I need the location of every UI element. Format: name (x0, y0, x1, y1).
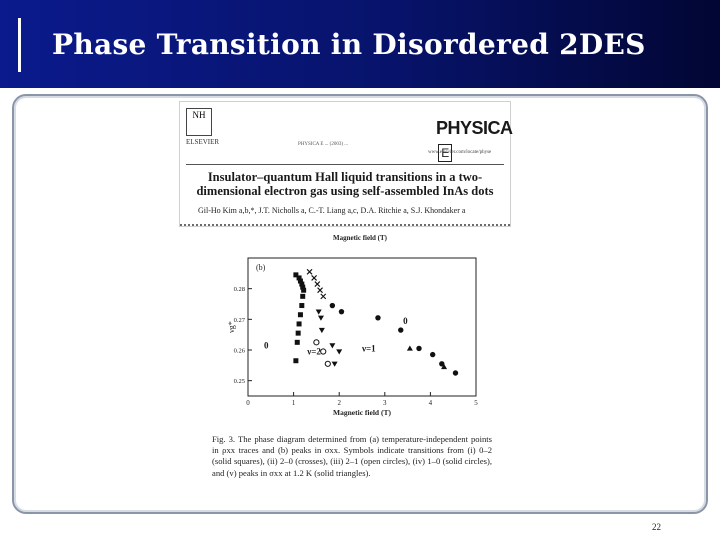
data-point-circle-filled (429, 351, 436, 358)
paper-authors: Gil-Ho Kim a,b,*, J.T. Nicholls a, C.-T.… (198, 206, 466, 215)
data-point-triangle-down-filled (336, 349, 343, 355)
data-point-cross (311, 275, 318, 281)
y-tick-label: 0.28 (234, 286, 245, 293)
phase-region-label: 0 (403, 316, 408, 326)
data-point-triangle-up-filled (406, 345, 413, 351)
data-point-circle-filled (452, 370, 459, 376)
upper-panel-xlabel: Magnetic field (T) (332, 234, 388, 242)
journal-logo-text: PHYSICA (436, 118, 513, 138)
paper-header-image: NH ELSEVIER PHYSICA E ... (2003) ... PHY… (180, 102, 513, 226)
data-point-circle-open (320, 348, 327, 355)
y-tick-label: 0.25 (234, 378, 245, 385)
publisher-name: ELSEVIER (186, 138, 220, 146)
data-point-circle-filled (439, 361, 445, 367)
data-point-circle-open (313, 339, 320, 346)
x-tick-label: 1 (292, 399, 296, 407)
x-tick-label: 0 (246, 399, 250, 407)
data-point-triangle-up-filled (441, 363, 448, 370)
data-point-square-filled (299, 281, 305, 287)
journal-logo: PHYSICA E (436, 118, 513, 162)
data-point-triangle-down-filled (318, 327, 325, 334)
data-point-triangle-down-filled (331, 361, 338, 367)
data-point-triangle-down-filled (315, 309, 322, 315)
data-point-cross (306, 268, 313, 275)
figure-caption: Fig. 3. The phase diagram determined fro… (212, 434, 492, 478)
data-point-square-filled (295, 330, 301, 336)
x-tick-label: 5 (474, 399, 478, 407)
data-point-square-filled (300, 284, 306, 290)
data-point-circle-filled (338, 308, 345, 315)
data-point-square-filled (296, 275, 302, 281)
y-tick-label: 0.27 (234, 317, 246, 324)
phase-region-label: ν=1 (361, 344, 376, 354)
data-point-triangle-down-filled (317, 315, 324, 321)
data-point-circle-filled (329, 302, 336, 309)
data-point-square-filled (297, 278, 303, 284)
content-frame (12, 94, 708, 514)
data-point-cross (317, 287, 323, 294)
y-axis-label: νg* (228, 321, 236, 333)
journal-reference: PHYSICA E ... (2003) ... (298, 142, 349, 147)
data-point-square-filled (293, 358, 299, 364)
data-point-square-filled (297, 312, 303, 318)
data-point-square-filled (293, 272, 299, 278)
data-point-square-filled (299, 303, 305, 309)
plot-frame (247, 257, 477, 397)
data-point-square-filled (296, 321, 302, 327)
page-number: 22 (652, 522, 661, 532)
x-tick-label: 4 (429, 399, 433, 407)
journal-logo-letter: E (438, 144, 452, 162)
title-bar: Phase Transition in Disordered 2DES (0, 0, 720, 88)
phase-region-label: 0 (264, 340, 269, 350)
x-axis-label: Magnetic field (T) (333, 408, 391, 417)
slide-title: Phase Transition in Disordered 2DES (52, 28, 646, 61)
journal-url: www.elsevier.com/locate/physe (428, 150, 492, 155)
publisher-logo: NH (186, 108, 212, 136)
data-point-square-filled (301, 287, 307, 293)
title-accent-bar (18, 18, 21, 72)
data-point-cross (314, 281, 321, 287)
data-point-square-filled (300, 293, 306, 299)
data-point-square-filled (294, 339, 300, 345)
y-tick-label: 0.26 (234, 348, 246, 355)
data-point-circle-filled (416, 345, 422, 352)
x-tick-label: 2 (337, 399, 341, 407)
data-point-circle-filled (375, 315, 381, 321)
data-point-circle-filled (398, 327, 404, 333)
panel-label: (b) (256, 263, 266, 272)
phase-region-label: ν=2 (306, 347, 321, 357)
data-point-triangle-down-filled (329, 343, 336, 349)
phase-diagram-chart: 0 1 2 3 4 5 0.25 0.26 0.27 0.28 Magnetic field (T)… (228, 257, 478, 417)
data-point-circle-open (324, 360, 331, 367)
x-tick-label: 3 (383, 399, 387, 407)
data-point-cross (320, 293, 327, 300)
paper-title: Insulator–quantum Hall liquid transition… (196, 170, 494, 198)
paper-divider (186, 164, 504, 165)
